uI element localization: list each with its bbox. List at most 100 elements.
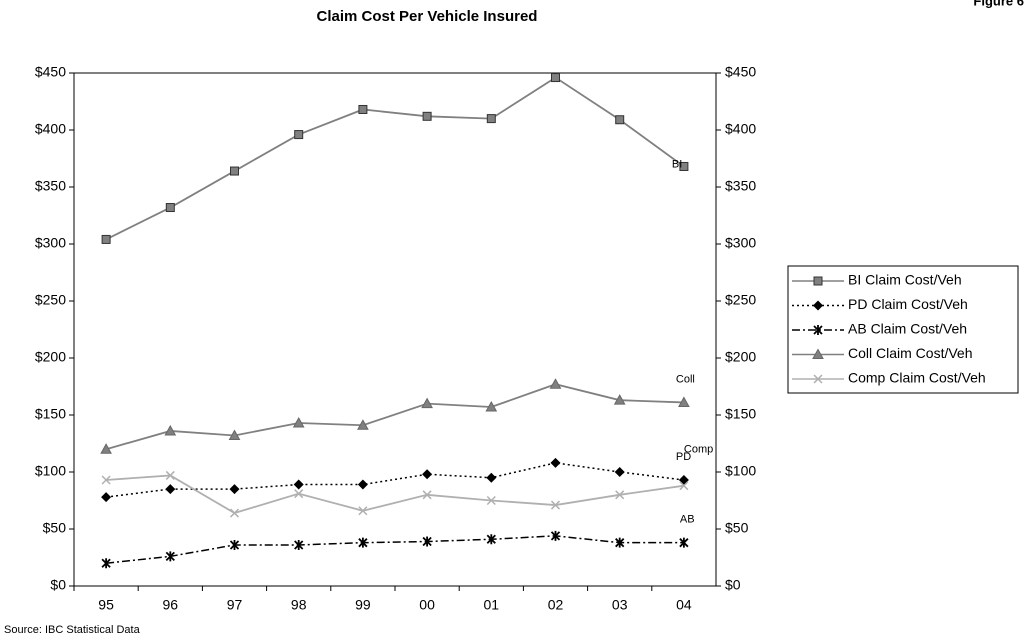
series-line — [106, 462, 684, 498]
x-tick-label: 96 — [163, 597, 179, 613]
y2-tick-label: $450 — [725, 64, 756, 80]
marker — [228, 429, 241, 441]
x-tick-label: 99 — [355, 597, 371, 613]
marker — [486, 534, 496, 545]
legend-label: BI Claim Cost/Veh — [848, 272, 962, 288]
marker — [812, 348, 824, 359]
y2-tick-label: $50 — [725, 520, 749, 536]
y-tick-label: $150 — [35, 406, 66, 422]
y2-tick-label: $100 — [725, 463, 756, 479]
marker — [550, 500, 561, 510]
marker — [358, 506, 368, 516]
marker — [101, 492, 112, 503]
marker — [549, 378, 562, 389]
series-line — [106, 535, 684, 564]
marker — [615, 537, 625, 548]
marker — [615, 115, 625, 125]
x-tick-label: 97 — [227, 597, 243, 613]
marker — [165, 551, 175, 562]
y2-tick-label: $0 — [725, 577, 741, 593]
marker — [230, 166, 239, 176]
marker — [293, 479, 304, 490]
marker — [294, 130, 304, 140]
legend-label: PD Claim Cost/Veh — [848, 296, 968, 312]
y2-tick-label: $300 — [725, 235, 756, 251]
marker — [101, 234, 111, 244]
marker — [813, 276, 823, 286]
marker — [229, 508, 240, 518]
marker — [486, 472, 497, 483]
x-tick-label: 01 — [484, 597, 500, 613]
y2-tick-label: $150 — [725, 406, 756, 422]
marker — [550, 457, 561, 468]
series-annotation: BI — [672, 158, 682, 170]
marker — [422, 469, 433, 480]
marker — [615, 490, 625, 500]
marker — [678, 396, 690, 407]
marker — [813, 300, 823, 311]
y-tick-label: $200 — [35, 349, 66, 365]
marker — [679, 481, 689, 491]
y2-tick-label: $200 — [725, 349, 756, 365]
legend-label: AB Claim Cost/Veh — [848, 321, 967, 337]
x-tick-label: 03 — [612, 597, 628, 613]
marker — [357, 419, 369, 430]
marker — [613, 394, 626, 405]
marker — [229, 539, 240, 550]
legend-label: Comp Claim Cost/Veh — [848, 370, 986, 386]
series-annotation: Comp — [684, 444, 713, 456]
marker — [813, 325, 823, 335]
y-tick-label: $100 — [35, 463, 66, 479]
marker — [679, 537, 689, 548]
y-tick-label: $300 — [35, 235, 66, 251]
marker — [551, 73, 560, 83]
marker — [485, 400, 498, 412]
series-line — [105, 76, 685, 241]
x-tick-label: 04 — [676, 597, 692, 613]
series-line — [105, 383, 684, 451]
marker — [358, 104, 368, 114]
series-annotation: Coll — [676, 373, 695, 385]
marker — [358, 537, 368, 548]
y-tick-label: $0 — [50, 577, 66, 593]
marker — [294, 539, 304, 550]
chart-title: Claim Cost Per Vehicle Insured — [317, 8, 538, 25]
y2-tick-label: $350 — [725, 178, 756, 194]
marker — [486, 495, 496, 506]
marker — [294, 489, 304, 499]
marker — [101, 475, 111, 485]
y-tick-label: $400 — [35, 121, 66, 137]
legend-label: Coll Claim Cost/Veh — [848, 345, 973, 361]
marker — [421, 397, 433, 409]
y2-tick-label: $400 — [725, 121, 756, 137]
source-note: Source: IBC Statistical Data — [4, 624, 141, 636]
y-tick-label: $450 — [35, 64, 66, 80]
x-tick-label: 98 — [291, 597, 307, 613]
marker — [679, 161, 689, 171]
y-tick-label: $50 — [43, 520, 67, 536]
marker — [292, 416, 305, 428]
marker — [550, 530, 561, 541]
y-tick-label: $250 — [35, 292, 66, 308]
marker — [164, 424, 177, 436]
marker — [486, 114, 496, 124]
x-tick-label: 02 — [548, 597, 564, 613]
series-annotation: AB — [680, 514, 695, 526]
marker — [813, 374, 823, 384]
figure-label: Figure 6 — [973, 0, 1024, 8]
series-annotation: PD — [676, 451, 691, 463]
series-line — [106, 474, 685, 515]
y-tick-label: $350 — [35, 178, 66, 194]
marker — [101, 558, 111, 569]
marker — [614, 467, 625, 477]
marker — [165, 203, 175, 213]
x-tick-label: 95 — [98, 597, 114, 613]
marker — [678, 474, 689, 485]
marker — [357, 479, 368, 490]
marker — [422, 536, 432, 547]
marker — [422, 111, 432, 121]
y2-tick-label: $250 — [725, 292, 756, 308]
marker — [100, 443, 112, 454]
marker — [229, 484, 240, 495]
